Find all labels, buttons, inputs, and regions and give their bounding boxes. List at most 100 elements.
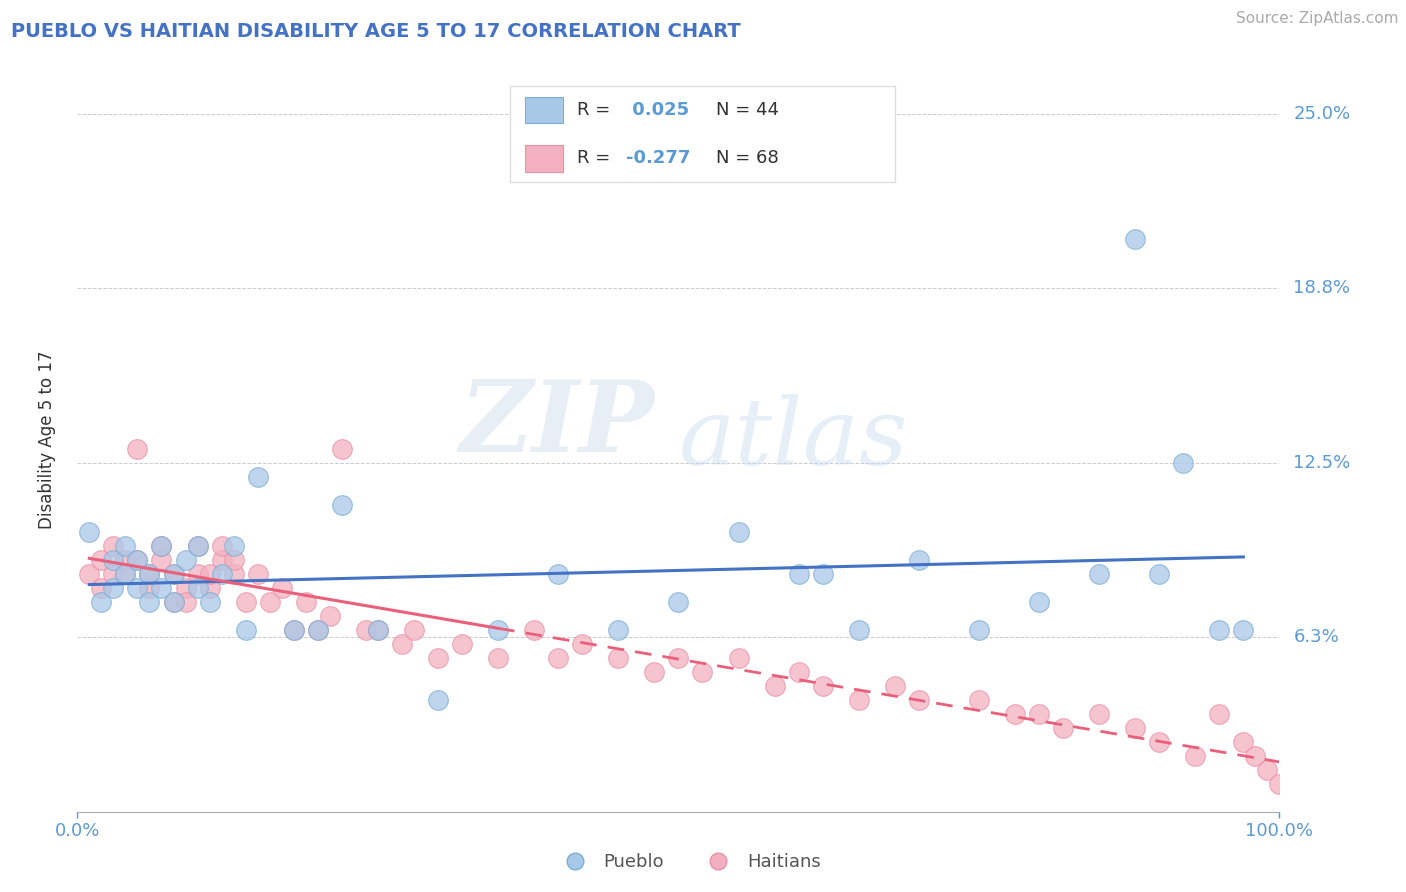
Point xyxy=(174,582,197,596)
Point xyxy=(138,595,160,609)
Point xyxy=(1184,748,1206,763)
Text: N = 68: N = 68 xyxy=(716,149,779,167)
Point xyxy=(763,679,786,693)
Point xyxy=(174,595,197,609)
Point xyxy=(607,651,630,665)
Point xyxy=(150,582,173,596)
Point xyxy=(103,582,125,596)
Point xyxy=(186,540,209,554)
Point xyxy=(451,637,474,651)
Point xyxy=(294,595,316,609)
Point xyxy=(330,498,353,512)
Point xyxy=(1208,706,1230,721)
Point xyxy=(727,525,749,540)
Point xyxy=(283,623,305,637)
Text: ZIP: ZIP xyxy=(460,376,654,473)
Point xyxy=(186,567,209,582)
Text: Source: ZipAtlas.com: Source: ZipAtlas.com xyxy=(1236,11,1399,26)
Point xyxy=(787,567,810,582)
Point xyxy=(727,651,749,665)
Point xyxy=(90,595,112,609)
Point xyxy=(402,623,425,637)
Point xyxy=(127,553,149,567)
Point xyxy=(270,582,292,596)
Point xyxy=(330,442,353,456)
Point xyxy=(1244,748,1267,763)
Point xyxy=(967,623,990,637)
Text: 0.025: 0.025 xyxy=(626,101,689,119)
Point xyxy=(486,623,509,637)
Point xyxy=(1268,777,1291,791)
Point xyxy=(1208,623,1230,637)
Point xyxy=(908,693,931,707)
Point xyxy=(150,540,173,554)
Point xyxy=(198,582,221,596)
Point xyxy=(1052,721,1074,735)
Point xyxy=(235,595,257,609)
Point xyxy=(246,469,269,483)
Text: 12.5%: 12.5% xyxy=(1294,454,1351,472)
Point xyxy=(967,693,990,707)
Point xyxy=(162,567,184,582)
Point xyxy=(486,651,509,665)
Point xyxy=(90,553,112,567)
Point xyxy=(90,582,112,596)
Point xyxy=(319,609,342,624)
Point xyxy=(211,553,233,567)
Point xyxy=(138,567,160,582)
Text: -0.277: -0.277 xyxy=(626,149,690,167)
Point xyxy=(367,623,389,637)
Point xyxy=(367,623,389,637)
Point xyxy=(103,540,125,554)
Point xyxy=(103,553,125,567)
Point xyxy=(1149,735,1171,749)
Point xyxy=(427,651,450,665)
Point xyxy=(643,665,665,679)
Point xyxy=(787,665,810,679)
Legend: Pueblo, Haitians: Pueblo, Haitians xyxy=(550,847,828,879)
Point xyxy=(150,553,173,567)
Point xyxy=(1256,763,1278,777)
Point xyxy=(427,693,450,707)
Point xyxy=(222,567,245,582)
Point xyxy=(607,623,630,637)
Y-axis label: Disability Age 5 to 17: Disability Age 5 to 17 xyxy=(38,350,56,529)
Text: 25.0%: 25.0% xyxy=(1294,104,1351,122)
Text: N = 44: N = 44 xyxy=(716,101,779,119)
Point xyxy=(1088,706,1111,721)
Point xyxy=(127,582,149,596)
Point xyxy=(811,567,834,582)
Point xyxy=(162,567,184,582)
Point xyxy=(354,623,377,637)
Point xyxy=(1149,567,1171,582)
Point xyxy=(1173,456,1195,470)
Point xyxy=(211,540,233,554)
Point xyxy=(162,595,184,609)
Point xyxy=(222,540,245,554)
Point xyxy=(103,567,125,582)
Point xyxy=(138,567,160,582)
Point xyxy=(848,693,870,707)
Point xyxy=(547,651,569,665)
Point xyxy=(186,582,209,596)
Point xyxy=(283,623,305,637)
Text: 6.3%: 6.3% xyxy=(1294,628,1339,646)
Point xyxy=(1123,721,1146,735)
Text: PUEBLO VS HAITIAN DISABILITY AGE 5 TO 17 CORRELATION CHART: PUEBLO VS HAITIAN DISABILITY AGE 5 TO 17… xyxy=(11,22,741,41)
Point xyxy=(138,582,160,596)
Point xyxy=(150,540,173,554)
Point xyxy=(127,442,149,456)
Point xyxy=(1232,735,1254,749)
Point xyxy=(114,540,136,554)
Point xyxy=(186,540,209,554)
Point xyxy=(79,567,101,582)
Point xyxy=(127,553,149,567)
Point xyxy=(307,623,329,637)
Point xyxy=(211,567,233,582)
Point xyxy=(114,567,136,582)
Point xyxy=(1123,232,1146,246)
Text: atlas: atlas xyxy=(679,394,908,484)
Point xyxy=(668,651,690,665)
Point xyxy=(79,525,101,540)
Point xyxy=(1028,595,1050,609)
